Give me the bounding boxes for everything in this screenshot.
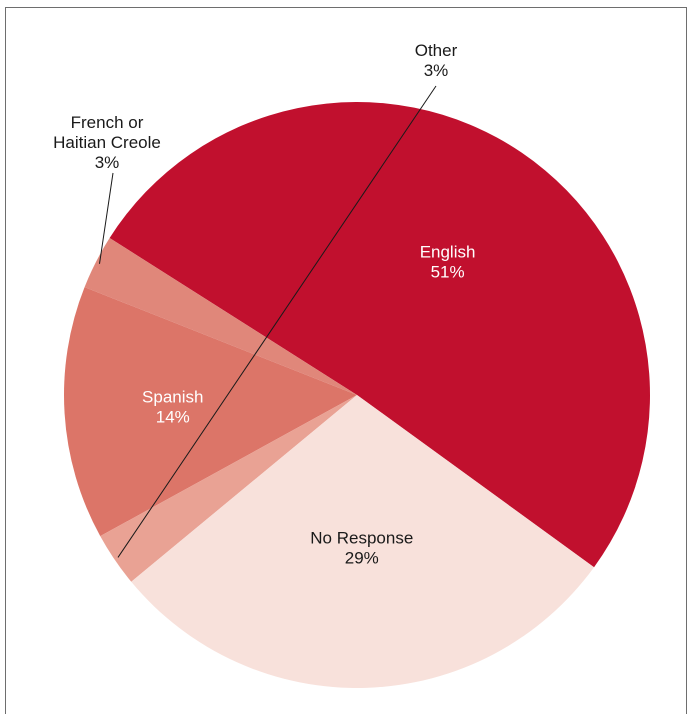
slice-category-label: French or [71, 113, 144, 132]
leader-lines [99, 85, 437, 558]
slice-category-label: Spanish [142, 388, 203, 407]
slice-label-no-response: No Response 29% [310, 528, 413, 567]
slice-category-label: English [420, 243, 476, 262]
slice-value-label: 14% [156, 408, 190, 427]
leader-line-french-or-haitian-creole [99, 172, 114, 264]
slice-value-label: 29% [345, 548, 379, 567]
slice-value-label: 3% [95, 153, 120, 172]
pie-slice-no-response [131, 395, 595, 688]
pie-slice-english [109, 101, 651, 568]
slice-label-spanish: Spanish 14% [142, 388, 203, 427]
slice-label-french-or-haitian-creole: French or Haitian Creole 3% [53, 113, 161, 172]
slice-value-label: 51% [431, 263, 465, 282]
slice-category-label: No Response [310, 528, 413, 547]
pie-slice-spanish [64, 287, 358, 537]
slice-label-other: Other 3% [415, 41, 458, 80]
pie-slice-other [100, 395, 358, 582]
leader-line-other [117, 85, 437, 558]
slice-label-english: English 51% [420, 243, 476, 282]
slice-value-label: 3% [424, 61, 449, 80]
slice-category-label: Haitian Creole [53, 133, 161, 152]
chart-frame [5, 7, 687, 714]
pie-slice-french-or-haitian-creole [84, 238, 357, 395]
slice-labels: English 51%French or Haitian Creole 3%Spani… [53, 41, 475, 567]
slice-category-label: Other [415, 41, 458, 60]
pie-slices [64, 101, 651, 688]
